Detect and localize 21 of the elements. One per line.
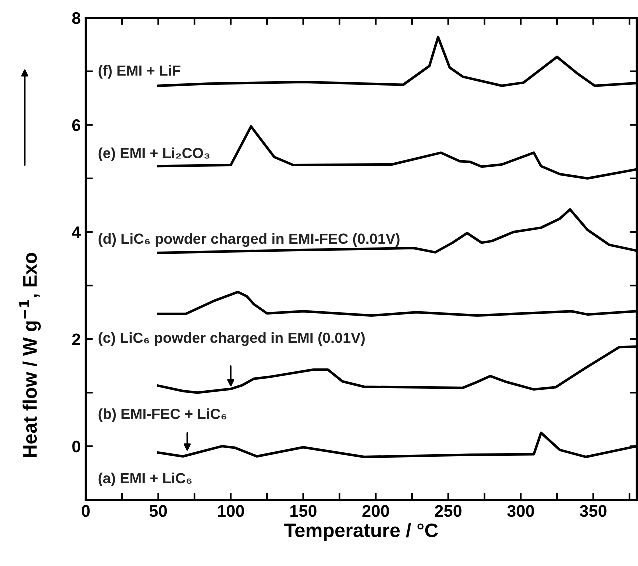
- x-tick-label: 100: [218, 505, 244, 518]
- y-tick-label: 4: [72, 226, 82, 238]
- series-label: (e) EMI + Li₂CO₃: [98, 148, 210, 162]
- y-tick-label: 0: [72, 440, 80, 453]
- y-tick-label: 8: [72, 12, 81, 24]
- x-tick-label: 0: [82, 505, 90, 518]
- x-tick-label: 150: [290, 505, 317, 518]
- x-axis-title: Temperature / °C: [284, 523, 438, 542]
- series-label: (f) EMI + LiF: [98, 65, 181, 79]
- series-label: (c) LiC₆ powder charged in EMI (0.01V): [98, 332, 365, 346]
- series-label: (b) EMI-FEC + LiC₆: [98, 408, 227, 422]
- x-tick-label: 50: [150, 505, 168, 518]
- x-tick-label: 250: [435, 505, 462, 518]
- series-label: (d) LiC₆ powder charged in EMI-FEC (0.01V): [98, 233, 400, 248]
- x-tick-label: 300: [507, 505, 534, 518]
- x-tick-label: 200: [362, 505, 390, 518]
- y-tick-label: 2: [72, 334, 80, 346]
- x-tick-label: 350: [580, 505, 607, 518]
- series-label: (a) EMI + LiC₆: [98, 472, 192, 486]
- y-axis-title: Heat flow / W g$^{−1}$, Exo: [20, 253, 42, 458]
- y-tick-label: 6: [72, 120, 81, 132]
